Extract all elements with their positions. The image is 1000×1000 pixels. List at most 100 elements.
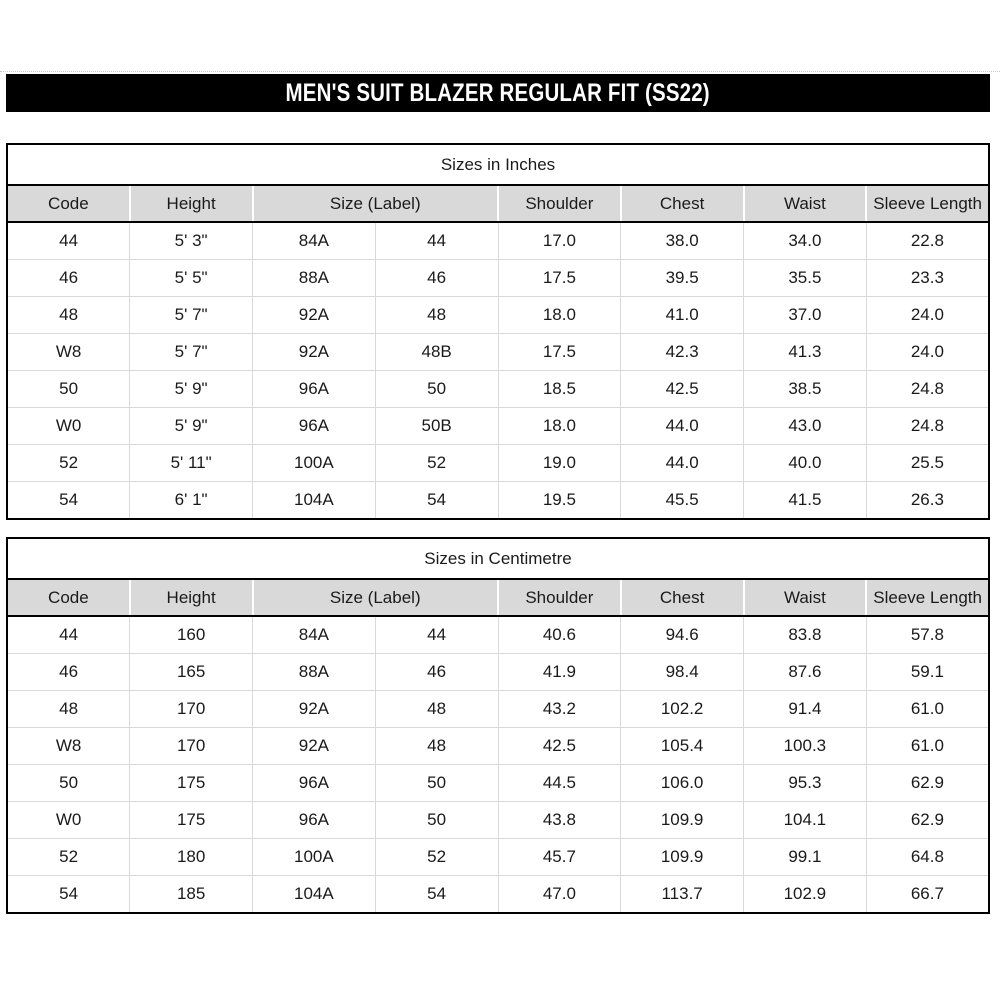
table-cell: 113.7 — [620, 875, 744, 913]
table-cell: 17.5 — [497, 259, 621, 297]
table-cell: 44 — [374, 222, 498, 260]
table-cell: 42.5 — [620, 370, 744, 408]
column-header: Waist — [742, 579, 867, 617]
table-cell: 84A — [252, 616, 376, 654]
table-cell: 18.0 — [497, 296, 621, 334]
table-cell: 57.8 — [865, 616, 989, 654]
table-title: Sizes in Inches — [7, 144, 989, 186]
table-cell: 38.0 — [620, 222, 744, 260]
table-cell: 92A — [252, 333, 376, 371]
table-cell: 99.1 — [743, 838, 867, 876]
centimetre-table-container: Sizes in Centimetre Code Height Size (Label… — [6, 537, 990, 914]
table-cell: 185 — [129, 875, 253, 913]
table-row: W0 175 96A 50 43.8 109.9 104.1 62.9 — [7, 801, 989, 839]
column-header: Height — [128, 579, 253, 617]
table-cell: W0 — [7, 407, 130, 445]
column-header: Height — [128, 185, 253, 223]
table-cell: 40.0 — [743, 444, 867, 482]
table-row: 46 5' 5" 88A 46 17.5 39.5 35.5 23.3 — [7, 259, 989, 297]
table-cell: 5' 7" — [129, 333, 253, 371]
table-row: 48 5' 7" 92A 48 18.0 41.0 37.0 24.0 — [7, 296, 989, 334]
title-bar: MEN'S SUIT BLAZER REGULAR FIT (SS22) — [6, 74, 990, 112]
table-cell: 42.3 — [620, 333, 744, 371]
table-cell: 54 — [7, 875, 130, 913]
table-cell: 175 — [129, 801, 253, 839]
table-cell: 41.9 — [497, 653, 621, 691]
table-cell: 44.0 — [620, 407, 744, 445]
table-cell: 95.3 — [743, 764, 867, 802]
table-cell: 48 — [374, 727, 498, 765]
table-cell: 17.0 — [497, 222, 621, 260]
table-cell: 52 — [7, 838, 130, 876]
table-cell: 92A — [252, 690, 376, 728]
table-cell: 106.0 — [620, 764, 744, 802]
size-table: Sizes in Inches Code Height Size (Label) Sho… — [6, 143, 990, 520]
inches-table-container: Sizes in Inches Code Height Size (Label) Sho… — [6, 143, 990, 520]
table-cell: 62.9 — [865, 801, 989, 839]
table-cell: 50B — [374, 407, 498, 445]
column-header: Code — [7, 185, 130, 223]
table-cell: 61.0 — [865, 727, 989, 765]
table-cell: 50 — [374, 764, 498, 802]
table-cell: 5' 9" — [129, 370, 253, 408]
table-cell: 19.5 — [497, 481, 621, 519]
table-cell: 46 — [7, 259, 130, 297]
table-row: 44 5' 3" 84A 44 17.0 38.0 34.0 22.8 — [7, 222, 989, 260]
table-cell: 105.4 — [620, 727, 744, 765]
table-row: 50 5' 9" 96A 50 18.5 42.5 38.5 24.8 — [7, 370, 989, 408]
column-header: Sleeve Length — [865, 579, 989, 617]
table-cell: 23.3 — [865, 259, 989, 297]
table-cell: 34.0 — [743, 222, 867, 260]
table-cell: 52 — [374, 838, 498, 876]
table-cell: 18.0 — [497, 407, 621, 445]
table-cell: 54 — [7, 481, 130, 519]
table-cell: 94.6 — [620, 616, 744, 654]
table-cell: 44 — [59, 231, 79, 250]
table-cell: W0 — [7, 801, 130, 839]
table-cell: 40.6 — [497, 616, 621, 654]
table-cell: 104.1 — [743, 801, 867, 839]
table-row: 52 5' 11" 100A 52 19.0 44.0 40.0 25.5 — [7, 444, 989, 482]
table-cell: 160 — [129, 616, 253, 654]
table-cell: 109.9 — [620, 838, 744, 876]
table-cell: 41.0 — [620, 296, 744, 334]
table-header-row: Code Height Size (Label) Shoulder Chest Waist… — [7, 579, 989, 617]
table-cell: 41.3 — [743, 333, 867, 371]
table-cell: 5' 3" — [129, 222, 253, 260]
table-cell: 104A — [252, 875, 376, 913]
table-row: 54 185 104A 54 47.0 113.7 102.9 66.7 — [7, 875, 989, 913]
table-cell: 100.3 — [743, 727, 867, 765]
table-cell: 83.8 — [743, 616, 867, 654]
table-header-row: Code Height Size (Label) Shoulder Chest Waist… — [7, 185, 989, 223]
table-cell: 44.0 — [620, 444, 744, 482]
table-row: 52 180 100A 52 45.7 109.9 99.1 64.8 — [7, 838, 989, 876]
table-cell: 102.2 — [620, 690, 744, 728]
column-header: Shoulder — [497, 579, 621, 617]
column-header: Size (Label) — [251, 579, 498, 617]
table-cell: 52 — [374, 444, 498, 482]
table-cell: 66.7 — [865, 875, 989, 913]
table-row: W8 5' 7" 92A 48B 17.5 42.3 41.3 24.0 — [7, 333, 989, 371]
column-header: Shoulder — [497, 185, 621, 223]
table-cell: 100A — [252, 444, 376, 482]
table-cell: 54 — [374, 875, 498, 913]
table-cell: 48B — [374, 333, 498, 371]
table-cell: 50 — [374, 801, 498, 839]
table-cell: 96A — [252, 407, 376, 445]
table-cell: 62.9 — [865, 764, 989, 802]
table-cell: 175 — [129, 764, 253, 802]
table-cell: 46 — [374, 259, 498, 297]
table-cell: 25.5 — [865, 444, 989, 482]
table-row: 54 6' 1" 104A 54 19.5 45.5 41.5 26.3 — [7, 481, 989, 519]
table-cell: 42.5 — [497, 727, 621, 765]
table-cell: 19.0 — [497, 444, 621, 482]
table-cell: 87.6 — [743, 653, 867, 691]
table-cell: 44 — [59, 625, 79, 644]
table-cell: 24.0 — [865, 333, 989, 371]
table-cell: 48 — [374, 296, 498, 334]
table-cell: 92A — [252, 296, 376, 334]
column-header: Chest — [619, 185, 744, 223]
table-cell: 96A — [252, 801, 376, 839]
page-break-line — [0, 71, 1000, 72]
table-cell: 5' 5" — [129, 259, 253, 297]
